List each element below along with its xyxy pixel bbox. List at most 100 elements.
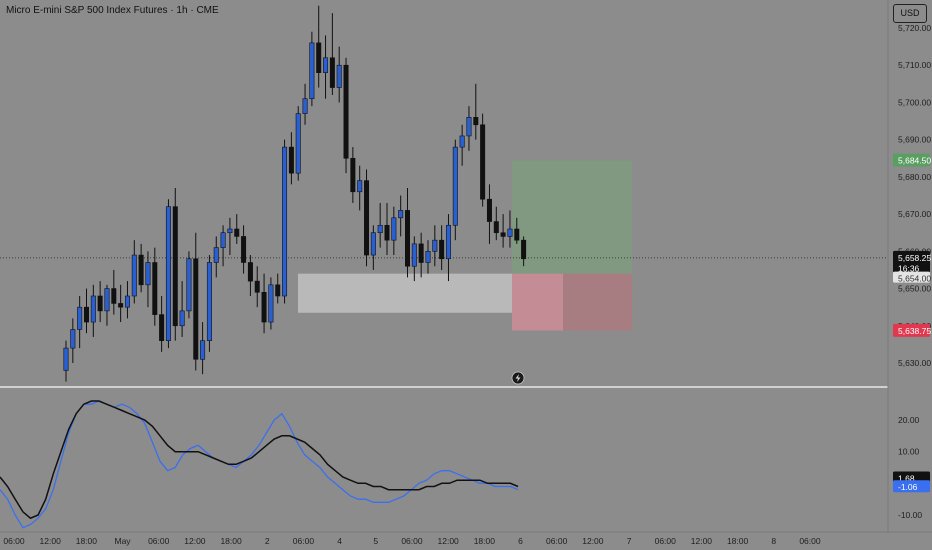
candle-body [452, 146, 458, 226]
candle [77, 296, 83, 349]
time-tick-label: 12:00 [40, 536, 62, 546]
candle [165, 199, 171, 349]
candle-body [343, 64, 349, 159]
indicator-axis[interactable]: 20.00 10.00 -10.00 [898, 415, 922, 520]
target-price-tag-bg [893, 153, 930, 167]
candle [343, 57, 349, 174]
candle-body [247, 262, 253, 282]
target-zone [512, 160, 632, 274]
candle-body [459, 135, 465, 148]
time-tick-label: 06:00 [293, 536, 315, 546]
time-tick-label: 12:00 [582, 536, 604, 546]
candle [206, 255, 212, 352]
candle [131, 240, 137, 304]
candle [473, 83, 479, 140]
candle-body [418, 243, 424, 263]
candle-body [118, 303, 124, 308]
currency-button[interactable]: USD [893, 4, 927, 23]
candle [418, 232, 424, 278]
candle [172, 188, 178, 341]
candle-body [445, 224, 451, 260]
time-tick-label: 5 [373, 536, 378, 546]
candle [227, 217, 233, 256]
candle [200, 322, 206, 375]
candle [480, 113, 486, 207]
time-tick-label: 18:00 [727, 536, 749, 546]
candle [288, 132, 294, 185]
candle [452, 139, 458, 241]
candle [268, 277, 274, 330]
candle-body [411, 243, 417, 267]
candle [145, 251, 151, 308]
candle-body [466, 117, 472, 137]
candle [234, 214, 240, 244]
candle-body [384, 224, 390, 241]
price-tick-label: 5,630.00 [898, 358, 931, 368]
candle [213, 236, 219, 278]
stop-zone [563, 273, 632, 331]
current-price-tag-bg [893, 250, 930, 273]
candle-body [336, 64, 342, 88]
time-tick-label: 06:00 [655, 536, 677, 546]
price-tick-label: 5,670.00 [898, 209, 931, 219]
candle-body [500, 232, 506, 237]
candle [70, 318, 76, 363]
signal-value-tag-bg [893, 480, 930, 493]
stop-price-tag-bg [893, 323, 930, 337]
candle [193, 232, 199, 371]
candle-body [316, 42, 322, 73]
candle-body [179, 310, 185, 327]
time-tick-label: 06:00 [3, 536, 25, 546]
candle [514, 217, 520, 244]
entry-price-tag: 5,654.00 [893, 271, 931, 284]
signal-line [0, 400, 519, 529]
candle [159, 296, 165, 352]
candle-body [507, 228, 513, 237]
time-tick-label: 06:00 [401, 536, 423, 546]
candle [384, 202, 390, 256]
candle-body [220, 232, 226, 248]
candle [104, 284, 110, 326]
candle-body [268, 284, 274, 323]
chart-title: Micro E-mini S&P 500 Index Futures · 1h … [6, 5, 219, 16]
time-tick-label: 18:00 [474, 536, 496, 546]
candle-body [493, 221, 499, 234]
candle [445, 214, 451, 282]
candle [220, 225, 226, 267]
candlestick-series [63, 5, 527, 382]
candle-body [206, 262, 212, 341]
target-price-tag: 5,684.50 [893, 153, 931, 167]
candle [309, 31, 315, 107]
candle [459, 124, 465, 166]
candle [275, 273, 281, 304]
time-tick-label: 7 [627, 536, 632, 546]
candle-body [193, 258, 199, 360]
candle [295, 106, 301, 181]
candle [111, 269, 117, 315]
candle-body [521, 239, 527, 260]
candle-body [227, 228, 233, 234]
bolt-icon[interactable] [511, 371, 525, 385]
time-axis[interactable]: 06:00 12:00 18:00 May 06:00 12:00 18:00 2 06:00 4… [3, 536, 821, 546]
candle-body [350, 157, 356, 193]
candle-body [288, 146, 294, 174]
candle-body [261, 291, 267, 323]
entry-price-tag-text: 5,654.00 [898, 274, 931, 284]
candle [302, 83, 308, 125]
candle [432, 225, 438, 267]
macd-line [0, 400, 519, 520]
candle [90, 284, 96, 337]
time-tick-label: 12:00 [184, 536, 206, 546]
candle-body [323, 57, 329, 73]
candle-body [439, 239, 445, 260]
time-tick-label: 8 [771, 536, 776, 546]
time-tick-label: 06:00 [799, 536, 821, 546]
candle [63, 340, 69, 382]
candle [486, 184, 492, 244]
candle [364, 169, 370, 267]
price-axis[interactable]: 5,720.00 5,710.00 5,700.00 5,690.00 5,680.00… [898, 23, 931, 368]
candle-body [213, 247, 219, 263]
candle-body [97, 295, 103, 312]
